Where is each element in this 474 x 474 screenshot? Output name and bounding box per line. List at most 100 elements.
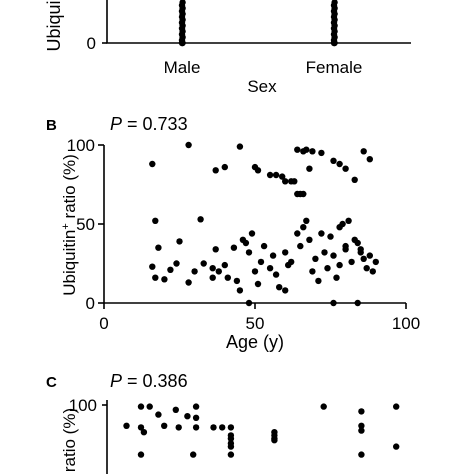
panel-a-axes bbox=[106, 0, 411, 44]
panel-b-p-italic: P bbox=[110, 114, 122, 134]
panel-c-points bbox=[123, 403, 400, 458]
panel-b-point bbox=[251, 268, 259, 275]
panel-b-point bbox=[372, 258, 379, 266]
panel-b-y-label: Ubiquitin+ ratio (%) bbox=[60, 154, 79, 296]
panel-c-point bbox=[219, 424, 226, 431]
panel-b-point bbox=[282, 249, 289, 256]
panel-b-point bbox=[309, 148, 316, 155]
panel-b-point bbox=[327, 233, 334, 240]
panel-b-point bbox=[209, 265, 216, 272]
panel-b: B P = 0.733 Ubiquitin+ ratio (%) 0 50 1000… bbox=[46, 114, 420, 352]
panel-b-point bbox=[212, 246, 219, 253]
panel-c-p-value: P = 0.386 bbox=[110, 371, 188, 391]
panel-b-point bbox=[360, 148, 367, 155]
panel-b-point bbox=[297, 242, 304, 250]
panel-b-point bbox=[221, 261, 228, 269]
panel-c-point bbox=[227, 435, 235, 442]
panel-b-point bbox=[230, 244, 238, 251]
panel-b-point bbox=[224, 274, 231, 281]
panel-b-point bbox=[276, 284, 283, 291]
panel-c-point bbox=[172, 406, 179, 413]
panel-b-point bbox=[288, 258, 295, 266]
panel-c-point bbox=[192, 403, 200, 410]
panel-b-point bbox=[185, 141, 192, 149]
panel-c-point bbox=[137, 403, 145, 410]
panel-c-point bbox=[190, 451, 197, 458]
panel-b-point bbox=[215, 268, 222, 275]
panel-b-point bbox=[212, 167, 219, 174]
panel-c-point bbox=[140, 429, 148, 436]
panel-b-point bbox=[354, 239, 361, 247]
panel-c-point bbox=[184, 413, 191, 420]
panel-a-points bbox=[178, 0, 338, 47]
panel-b-point bbox=[221, 163, 228, 171]
panel-c-point bbox=[393, 443, 400, 450]
panel-b-point bbox=[366, 252, 373, 259]
panel-b-point bbox=[342, 242, 349, 250]
panel-a-y-label: Ubiqui bbox=[44, 0, 64, 51]
panel-b-point bbox=[279, 173, 286, 180]
panel-a: Ubiqui 0 Male Female Sex bbox=[44, 0, 411, 96]
panel-c-point bbox=[358, 422, 365, 429]
panel-c-point bbox=[123, 422, 130, 429]
panel-a-point bbox=[179, 0, 186, 6]
panel-b-point bbox=[306, 236, 313, 243]
panel-b-point bbox=[233, 277, 241, 285]
panel-b-point bbox=[336, 261, 343, 269]
panel-b-p-value: P = 0.733 bbox=[110, 114, 188, 134]
panel-b-point bbox=[149, 160, 156, 168]
panel-b-point bbox=[318, 230, 325, 237]
panel-b-point bbox=[209, 274, 216, 281]
panel-b-point bbox=[366, 156, 373, 163]
panel-b-x-tick-label: 100 bbox=[392, 314, 420, 333]
panel-c-point bbox=[210, 424, 217, 431]
panel-b-point bbox=[291, 178, 298, 185]
panel-b-point bbox=[330, 157, 337, 164]
panel-a-x-tick-female: Female bbox=[306, 58, 363, 77]
panel-c-letter: C bbox=[46, 374, 57, 391]
panel-b-point bbox=[333, 274, 340, 281]
panel-b-y-tick-label: 100 bbox=[67, 136, 95, 155]
panel-c-point bbox=[155, 411, 162, 418]
panel-c-point bbox=[192, 414, 200, 421]
panel-b-point bbox=[149, 263, 156, 270]
panel-b-point bbox=[315, 277, 322, 285]
panel-b-point bbox=[272, 171, 280, 179]
panel-b-point bbox=[236, 287, 244, 294]
panel-b-point bbox=[324, 265, 331, 272]
panel-b-point bbox=[303, 146, 310, 153]
panel-b-point bbox=[312, 255, 319, 262]
panel-b-point bbox=[266, 171, 274, 179]
panel-c-point bbox=[227, 451, 235, 458]
panel-b-point bbox=[254, 280, 262, 288]
panel-b-point bbox=[318, 149, 325, 157]
panel-b-point bbox=[360, 255, 367, 262]
panel-c-point bbox=[271, 435, 278, 442]
panel-b-axes bbox=[103, 145, 406, 304]
panel-b-point bbox=[236, 143, 244, 150]
panel-b-point bbox=[176, 238, 183, 245]
panel-b-y-tick-label: 50 bbox=[76, 215, 95, 234]
panel-c-point bbox=[175, 424, 182, 431]
panel-b-points bbox=[149, 141, 379, 307]
panel-b-y-tick-label: 0 bbox=[86, 294, 95, 313]
panel-b-point bbox=[161, 276, 168, 283]
panel-a-y-tick-0: 0 bbox=[87, 34, 96, 53]
panel-c-y-label: ratio (%) bbox=[60, 408, 79, 472]
panel-b-point bbox=[294, 146, 301, 153]
panel-a-point bbox=[331, 0, 338, 6]
panel-b-point bbox=[272, 271, 280, 278]
panel-c-point bbox=[192, 424, 200, 431]
panel-a-x-tick-male: Male bbox=[164, 58, 201, 77]
panel-b-point bbox=[185, 279, 192, 286]
panel-b-point bbox=[309, 268, 316, 275]
panel-b-point bbox=[200, 260, 207, 267]
panel-c-point bbox=[137, 424, 145, 431]
panel-c-p-italic: P bbox=[110, 371, 122, 391]
panel-b-point bbox=[336, 224, 343, 231]
panel-b-point bbox=[354, 299, 361, 307]
panel-c-point bbox=[161, 422, 168, 429]
panel-b-point bbox=[294, 230, 301, 237]
panel-b-point bbox=[269, 252, 277, 259]
